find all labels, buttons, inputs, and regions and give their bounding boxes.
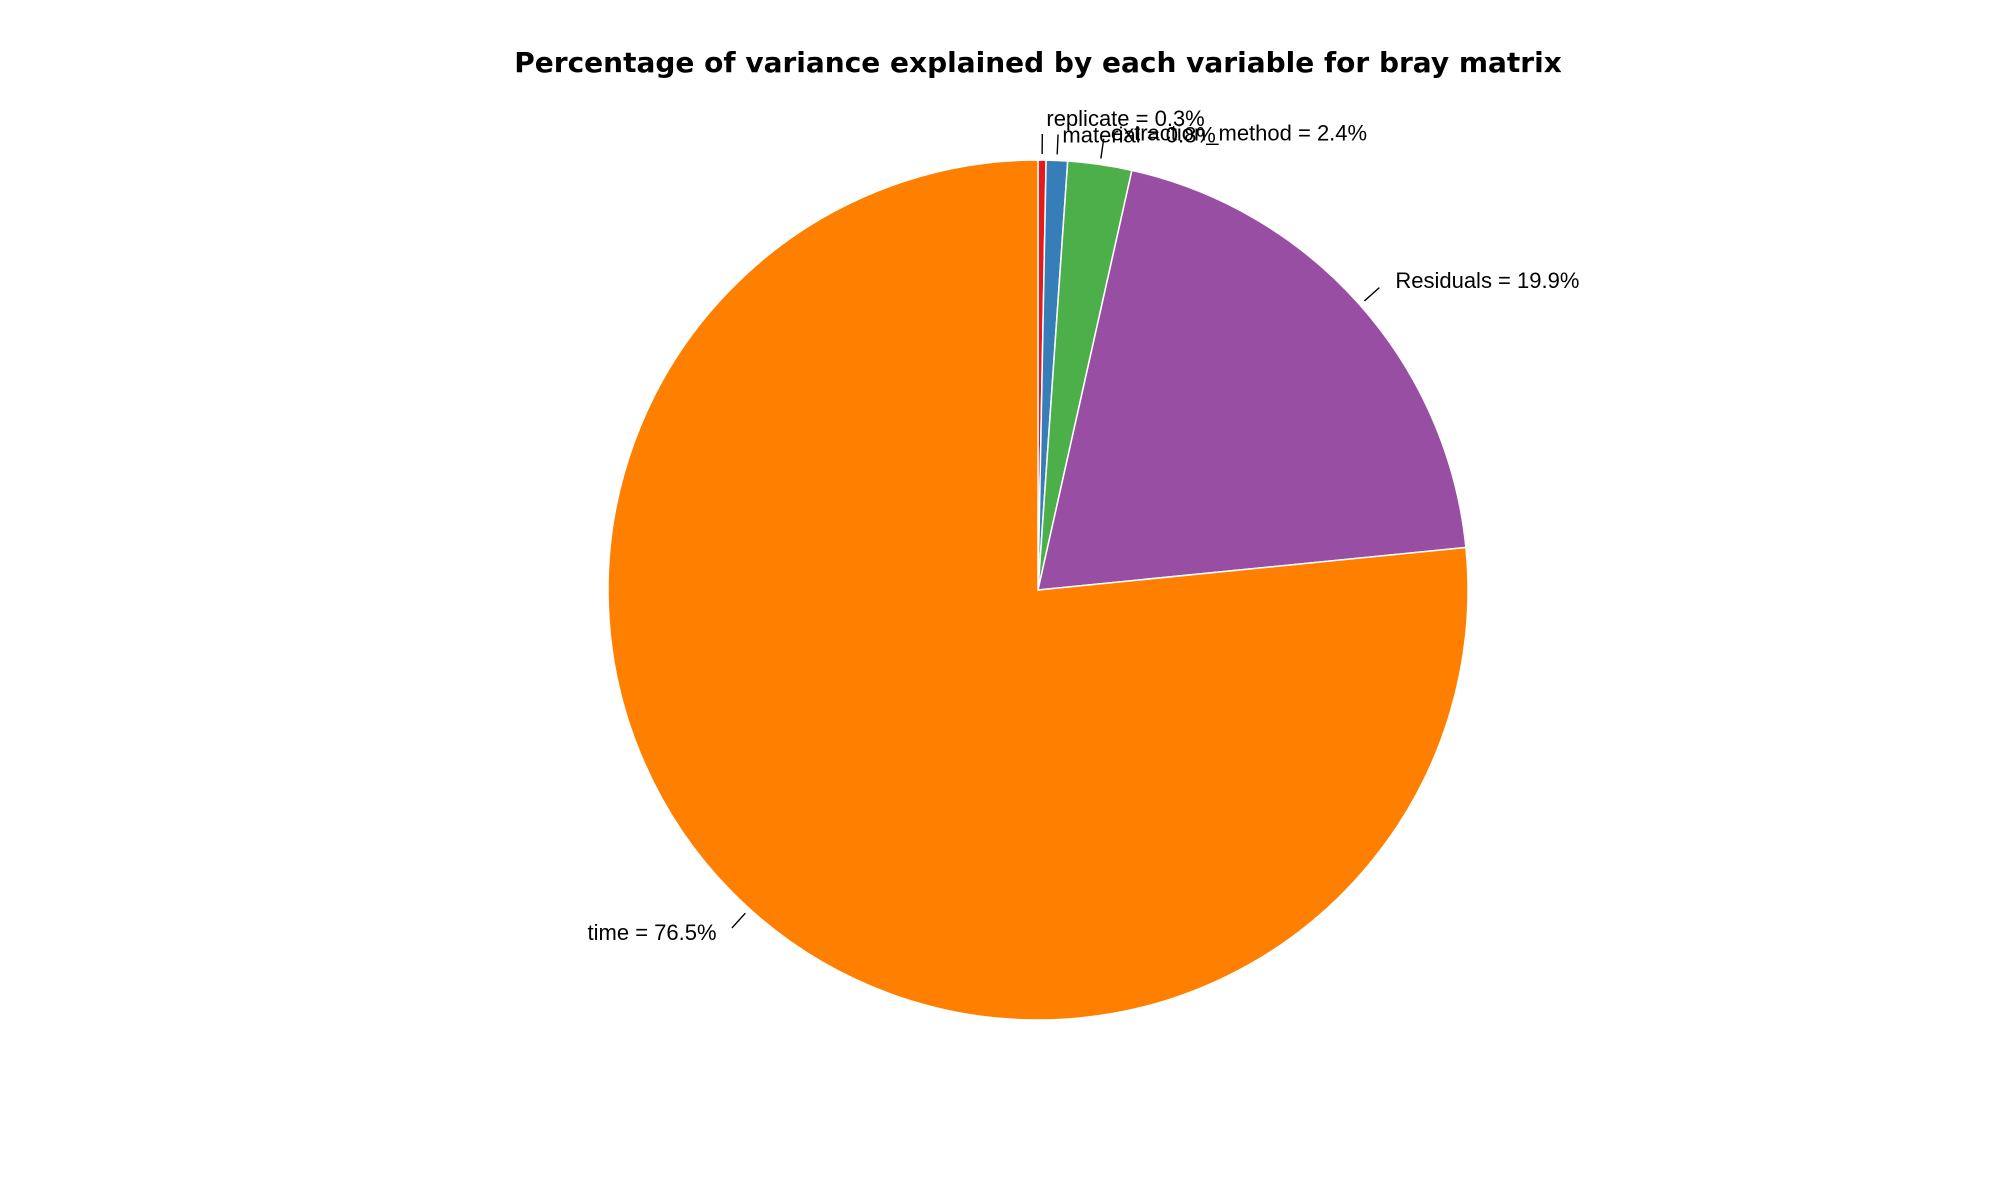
pie-labels: replicate = 0.3%material = 0.8%extractio… bbox=[588, 106, 1580, 945]
slice-label-material: material = 0.8% bbox=[1062, 122, 1215, 147]
chart-title: Percentage of variance explained by each… bbox=[514, 46, 1562, 79]
pie-slice-time bbox=[607, 159, 1469, 1021]
pie-slices bbox=[607, 159, 1469, 1021]
leader-line-material bbox=[1056, 134, 1059, 155]
leader-line-time bbox=[731, 912, 746, 929]
slice-label-replicate: replicate = 0.3% bbox=[1046, 106, 1204, 131]
leader-line-residuals bbox=[1363, 287, 1380, 302]
slice-label-time: time = 76.5% bbox=[588, 920, 717, 945]
slice-label-residuals: Residuals = 19.9% bbox=[1395, 268, 1579, 293]
pie-slice-residuals bbox=[1037, 169, 1467, 591]
leader-line-extraction-method bbox=[1100, 138, 1105, 159]
slice-label-extraction-method: extraction_method = 2.4% bbox=[1111, 121, 1367, 146]
